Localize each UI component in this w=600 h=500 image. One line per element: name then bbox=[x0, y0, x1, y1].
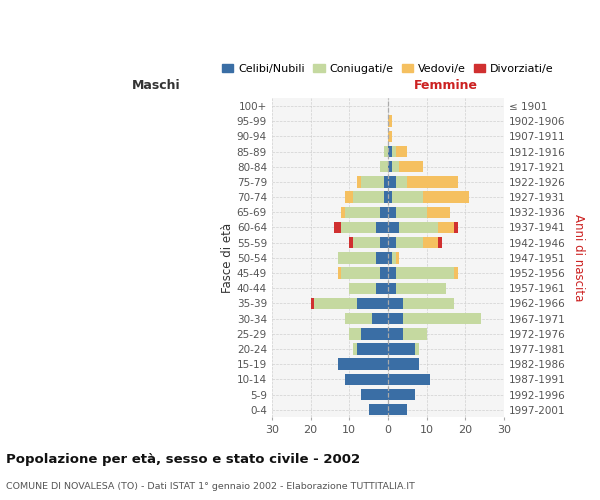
Bar bbox=[388, 192, 392, 203]
Bar bbox=[403, 313, 481, 324]
Bar bbox=[395, 282, 446, 294]
Bar bbox=[388, 298, 403, 309]
Bar bbox=[392, 252, 395, 264]
Bar bbox=[388, 358, 419, 370]
Bar bbox=[380, 237, 388, 248]
Bar bbox=[341, 222, 376, 233]
Bar bbox=[380, 268, 388, 278]
Bar bbox=[338, 252, 376, 264]
Bar bbox=[388, 344, 415, 354]
Text: Popolazione per età, sesso e stato civile - 2002: Popolazione per età, sesso e stato civil… bbox=[6, 452, 360, 466]
Text: Maschi: Maschi bbox=[131, 79, 180, 92]
Bar bbox=[403, 328, 427, 340]
Bar bbox=[454, 268, 458, 278]
Bar bbox=[392, 192, 422, 203]
Bar bbox=[392, 146, 395, 157]
Bar bbox=[376, 222, 388, 233]
Y-axis label: Fasce di età: Fasce di età bbox=[221, 223, 234, 293]
Bar bbox=[395, 237, 422, 248]
Bar bbox=[388, 161, 392, 172]
Bar bbox=[380, 206, 388, 218]
Bar bbox=[407, 176, 458, 188]
Bar bbox=[353, 237, 380, 248]
Bar bbox=[346, 192, 353, 203]
Bar bbox=[376, 282, 388, 294]
Bar bbox=[422, 237, 438, 248]
Bar bbox=[338, 268, 341, 278]
Bar bbox=[357, 344, 388, 354]
Bar bbox=[388, 222, 400, 233]
Bar bbox=[403, 298, 454, 309]
Bar bbox=[388, 176, 395, 188]
Bar bbox=[346, 374, 388, 385]
Bar bbox=[388, 313, 403, 324]
Bar bbox=[384, 192, 388, 203]
Y-axis label: Anni di nascita: Anni di nascita bbox=[572, 214, 585, 302]
Bar bbox=[388, 130, 392, 142]
Bar bbox=[415, 344, 419, 354]
Bar bbox=[388, 268, 395, 278]
Bar bbox=[395, 176, 407, 188]
Bar bbox=[353, 344, 357, 354]
Bar bbox=[349, 237, 353, 248]
Text: Femmine: Femmine bbox=[414, 79, 478, 92]
Bar bbox=[438, 222, 454, 233]
Bar bbox=[338, 358, 388, 370]
Bar bbox=[454, 222, 458, 233]
Bar bbox=[334, 222, 341, 233]
Text: COMUNE DI NOVALESA (TO) - Dati ISTAT 1° gennaio 2002 - Elaborazione TUTTITALIA.I: COMUNE DI NOVALESA (TO) - Dati ISTAT 1° … bbox=[6, 482, 415, 491]
Bar bbox=[380, 161, 388, 172]
Bar bbox=[346, 206, 380, 218]
Bar bbox=[373, 313, 388, 324]
Bar bbox=[353, 192, 384, 203]
Bar bbox=[388, 252, 392, 264]
Bar bbox=[388, 328, 403, 340]
Bar bbox=[395, 268, 454, 278]
Bar bbox=[376, 252, 388, 264]
Bar bbox=[311, 298, 314, 309]
Bar bbox=[438, 237, 442, 248]
Bar bbox=[361, 328, 388, 340]
Bar bbox=[388, 206, 395, 218]
Bar bbox=[395, 146, 407, 157]
Bar bbox=[314, 298, 357, 309]
Bar bbox=[400, 161, 422, 172]
Bar bbox=[357, 298, 388, 309]
Legend: Celibi/Nubili, Coniugati/e, Vedovi/e, Divorziati/e: Celibi/Nubili, Coniugati/e, Vedovi/e, Di… bbox=[218, 59, 558, 78]
Bar bbox=[346, 313, 373, 324]
Bar bbox=[361, 176, 384, 188]
Bar bbox=[400, 222, 438, 233]
Bar bbox=[388, 374, 430, 385]
Bar bbox=[388, 282, 395, 294]
Bar bbox=[388, 237, 395, 248]
Bar bbox=[341, 268, 380, 278]
Bar bbox=[384, 146, 388, 157]
Bar bbox=[395, 252, 400, 264]
Bar bbox=[388, 389, 415, 400]
Bar bbox=[357, 176, 361, 188]
Bar bbox=[341, 206, 346, 218]
Bar bbox=[388, 404, 407, 415]
Bar bbox=[392, 161, 400, 172]
Bar bbox=[349, 282, 376, 294]
Bar bbox=[388, 146, 392, 157]
Bar bbox=[349, 328, 361, 340]
Bar bbox=[368, 404, 388, 415]
Bar bbox=[388, 116, 392, 127]
Bar bbox=[384, 176, 388, 188]
Bar bbox=[395, 206, 427, 218]
Bar bbox=[361, 389, 388, 400]
Bar bbox=[427, 206, 450, 218]
Bar bbox=[422, 192, 469, 203]
